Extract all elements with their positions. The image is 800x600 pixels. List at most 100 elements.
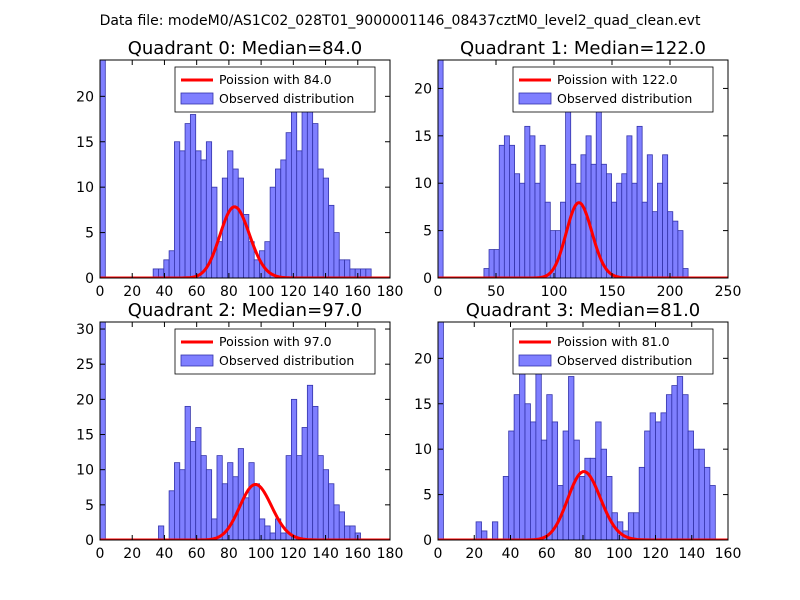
histogram-bar bbox=[540, 439, 548, 541]
legend-bar-swatch bbox=[518, 92, 552, 105]
histogram-bar bbox=[349, 525, 356, 541]
y-tick-label: 5 bbox=[85, 498, 94, 514]
histogram-bar bbox=[585, 135, 592, 279]
histogram-bar bbox=[205, 469, 213, 541]
histogram-bar bbox=[660, 412, 667, 541]
histogram-bar bbox=[301, 86, 308, 279]
histogram-bar bbox=[524, 125, 531, 279]
histogram-bar bbox=[174, 462, 181, 541]
legend-frame bbox=[512, 66, 714, 113]
figure-suptitle: Data file: modeM0/AS1C02_028T01_90000011… bbox=[100, 13, 701, 29]
histogram-bar bbox=[338, 259, 345, 279]
histogram-bar bbox=[259, 518, 266, 541]
histogram-bar bbox=[493, 249, 500, 279]
histogram-bar bbox=[502, 476, 510, 541]
x-tick-label: 160 bbox=[715, 546, 742, 562]
histogram-bar bbox=[649, 412, 656, 541]
histogram-bar bbox=[546, 394, 553, 541]
histogram-bar bbox=[237, 448, 244, 541]
histogram-bar bbox=[514, 173, 521, 279]
histogram-bar bbox=[633, 512, 640, 541]
histogram-bar bbox=[570, 163, 577, 279]
histogram-bar bbox=[158, 525, 165, 541]
histogram-bar bbox=[529, 135, 536, 279]
histogram-bar bbox=[687, 430, 694, 541]
histogram-bar bbox=[333, 232, 340, 279]
histogram-bar bbox=[491, 521, 499, 541]
x-tick-label: 0 bbox=[96, 284, 105, 300]
histogram-bar bbox=[184, 405, 191, 541]
histogram-bar bbox=[509, 144, 515, 279]
histogram-bar bbox=[667, 211, 674, 279]
histogram-bar bbox=[651, 211, 658, 279]
histogram-bar bbox=[631, 182, 638, 279]
histogram-bar bbox=[621, 173, 628, 279]
y-tick-label: 0 bbox=[85, 533, 94, 549]
histogram-bar bbox=[328, 204, 335, 279]
histogram-bar bbox=[437, 59, 444, 279]
histogram-bar bbox=[280, 159, 287, 279]
legend-bar-swatch bbox=[518, 354, 552, 367]
y-tick-label: 10 bbox=[414, 442, 432, 458]
histogram-bar bbox=[269, 186, 276, 279]
histogram-bar bbox=[338, 511, 345, 541]
histogram-bar bbox=[216, 241, 223, 279]
histogram-bar bbox=[519, 182, 526, 279]
y-tick-label: 0 bbox=[423, 271, 432, 287]
legend-label: Observed distribution bbox=[219, 353, 354, 368]
y-tick-label: 10 bbox=[76, 180, 94, 196]
histogram-bar bbox=[539, 144, 546, 279]
histogram-bar bbox=[322, 469, 330, 541]
legend-frame bbox=[174, 66, 376, 113]
chart-panel-1: Quadrant 1: Median=122.0 0 50 100 150 200 250 0… bbox=[414, 38, 741, 300]
histogram-bar bbox=[524, 403, 531, 541]
histogram-bar bbox=[580, 154, 587, 279]
histogram-bar bbox=[595, 421, 602, 541]
histogram-bar bbox=[264, 525, 271, 541]
x-tick-label: 140 bbox=[312, 546, 339, 562]
y-tick-label: 10 bbox=[414, 176, 432, 192]
histogram-bar bbox=[296, 455, 303, 541]
y-tick-label: 15 bbox=[414, 129, 432, 145]
histogram-bar bbox=[498, 144, 505, 279]
y-tick-label: 5 bbox=[423, 224, 432, 240]
histogram-bar bbox=[662, 154, 669, 279]
histogram-bar bbox=[573, 439, 580, 541]
histogram-bar bbox=[626, 135, 633, 279]
legend-frame bbox=[512, 328, 714, 375]
axes-frame bbox=[437, 59, 729, 279]
x-tick-label: 80 bbox=[220, 546, 238, 562]
histogram-bar bbox=[600, 448, 607, 541]
legend: Poission with 97.0 Observed distribution bbox=[174, 328, 376, 375]
histogram-bar bbox=[344, 259, 351, 279]
histogram-bar bbox=[253, 259, 260, 279]
histogram-bar bbox=[698, 448, 705, 541]
histogram-bar bbox=[189, 441, 197, 541]
histogram-bar bbox=[290, 95, 298, 279]
y-tick-label: 0 bbox=[423, 533, 432, 549]
histogram-bar bbox=[508, 430, 515, 541]
histogram-bar bbox=[184, 123, 191, 279]
histogram-bar bbox=[611, 201, 618, 279]
y-tick-label: 15 bbox=[76, 428, 94, 444]
histogram-bar bbox=[344, 525, 351, 541]
poisson-curve bbox=[438, 470, 728, 540]
histogram-bars bbox=[99, 321, 361, 541]
histogram-bar bbox=[237, 177, 244, 279]
x-tick-label: 160 bbox=[344, 546, 371, 562]
histogram-bar bbox=[168, 250, 175, 279]
x-tick-label: 250 bbox=[715, 284, 742, 300]
legend-label: Observed distribution bbox=[219, 91, 354, 106]
histogram-bar bbox=[655, 421, 662, 541]
chart-title: Quadrant 3: Median=81.0 bbox=[466, 300, 701, 321]
histogram-bar bbox=[333, 504, 340, 541]
histogram-bar bbox=[179, 469, 186, 541]
chart-title: Quadrant 2: Median=97.0 bbox=[128, 300, 363, 321]
histogram-bar bbox=[312, 405, 319, 541]
histogram-bar bbox=[290, 398, 298, 541]
histogram-bar bbox=[544, 201, 551, 279]
legend: Poission with 81.0 Observed distribution bbox=[512, 328, 714, 375]
y-tick-label: 25 bbox=[76, 357, 94, 373]
histogram-bar bbox=[616, 182, 623, 279]
histogram-bar bbox=[677, 230, 684, 279]
